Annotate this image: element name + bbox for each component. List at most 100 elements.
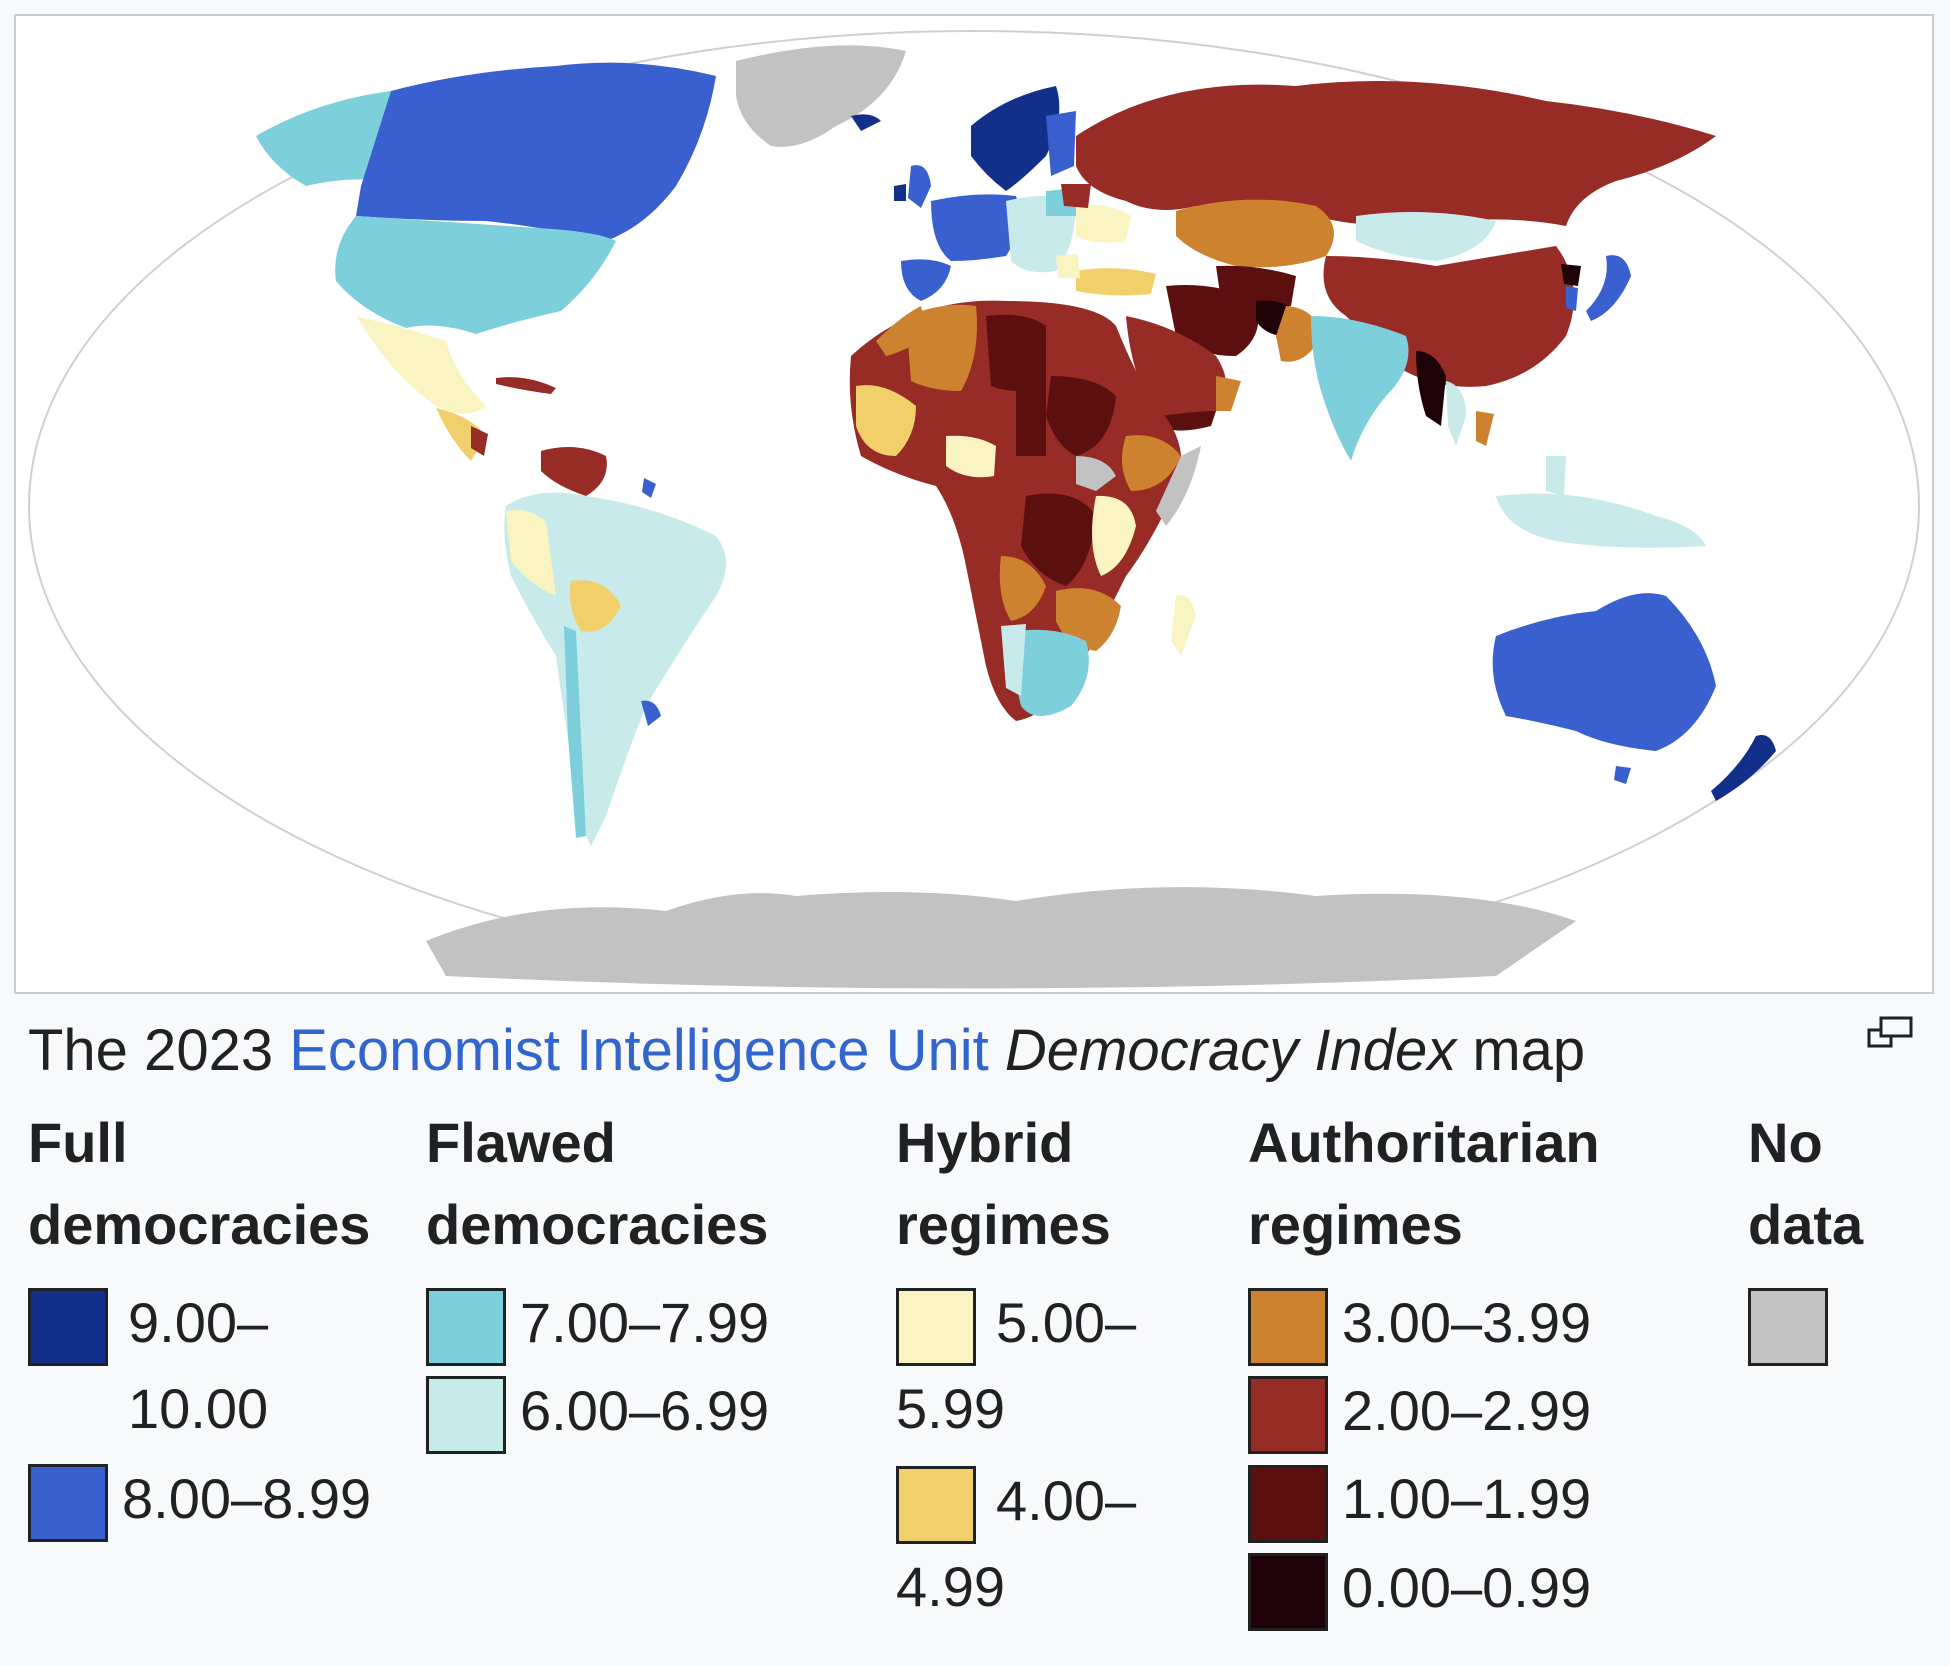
myanmar (1416, 351, 1446, 426)
swatch-auth-2-3 (1248, 1376, 1328, 1455)
legend-full-line2: democracies (28, 1193, 371, 1256)
norway-sweden (971, 86, 1060, 191)
legend-hybrid-line1: Hybrid (896, 1111, 1074, 1174)
namibia-botswana (1001, 624, 1026, 696)
philippines (1546, 456, 1566, 496)
peru (506, 509, 556, 596)
map-caption: The 2023 Economist Intelligence Unit Dem… (28, 1018, 1585, 1084)
legend-item-auth-3-4: 3.00–3.99 (1248, 1280, 1668, 1367)
bolivia (569, 580, 621, 632)
algeria (906, 304, 977, 391)
legend-item-full-9-10: 9.00–10.00 (28, 1280, 418, 1440)
legend-item-auth-0-1: 0.00–0.99 (1248, 1545, 1668, 1631)
finland (1046, 111, 1076, 176)
legend-nodata: No data (1748, 1102, 1908, 1367)
uk (908, 165, 931, 208)
legend-full-line1: Full (28, 1111, 128, 1174)
legend-hybrid-title: Hybrid regimes (896, 1102, 1226, 1266)
swatch-flawed-7-8 (426, 1288, 506, 1367)
legend-nodata-title: No data (1748, 1102, 1908, 1266)
legend-item-flawed-7-8: 7.00–7.99 (426, 1280, 826, 1367)
ethiopia (1122, 435, 1181, 491)
south-africa (1014, 629, 1089, 716)
swatch-nodata (1748, 1288, 1828, 1367)
canada (356, 62, 716, 241)
legend-item-flawed-6-7: 6.00–6.99 (426, 1368, 826, 1455)
indonesia (1496, 493, 1706, 548)
ireland (894, 184, 906, 201)
legend-label-flawed-6-7: 6.00–6.99 (520, 1379, 770, 1443)
legend-label-auth-3-4: 3.00–3.99 (1342, 1291, 1592, 1354)
legend-authoritarian: Authoritarian regimes 3.00–3.99 2.00–2.9… (1248, 1102, 1668, 1631)
southern-africa (1056, 588, 1121, 651)
congo (1021, 493, 1096, 586)
balkans (1056, 254, 1080, 278)
swatch-hybrid-4-5 (896, 1466, 976, 1545)
libya (986, 314, 1046, 391)
south-america (504, 492, 726, 846)
south-korea (1566, 286, 1578, 311)
antarctica (426, 887, 1576, 989)
legend-flawed-line1: Flawed (426, 1111, 616, 1174)
swatch-auth-1-2 (1248, 1464, 1328, 1543)
arabia (1126, 316, 1226, 420)
legend-nodata-line2: data (1748, 1193, 1864, 1256)
legend-label-hybrid-4-5: 4.00–4.99 (896, 1469, 1137, 1618)
mexico (356, 316, 486, 414)
north-korea (1561, 264, 1581, 286)
russia (1076, 81, 1716, 226)
egypt (1046, 324, 1106, 376)
legend-item-hybrid-4-5: 4.00–4.99 (896, 1458, 1226, 1634)
kazakhstan (1176, 199, 1334, 268)
legend-item-hybrid-5-6: 5.00–5.99 (896, 1280, 1226, 1456)
legend-flawed: Flawed democracies 7.00–7.99 6.00–6.99 (426, 1102, 826, 1455)
eiu-link[interactable]: Economist Intelligence Unit (289, 1018, 989, 1083)
turkey (1076, 268, 1156, 296)
legend-item-nodata (1748, 1280, 1908, 1367)
caption-italic: Democracy Index (1004, 1018, 1457, 1083)
caption-prefix: The 2023 (28, 1018, 274, 1083)
nicaragua (471, 426, 488, 456)
legend-label-full-9-10: 9.00–10.00 (128, 1291, 269, 1440)
legend-label-auth-0-1: 0.00–0.99 (1342, 1555, 1592, 1619)
usa (335, 216, 616, 334)
ukraine (1076, 204, 1131, 243)
legend-label-flawed-7-8: 7.00–7.99 (520, 1291, 770, 1354)
legend-authoritarian-line2: regimes (1248, 1193, 1463, 1256)
enlarge-icon[interactable] (1866, 1014, 1916, 1052)
uruguay (641, 700, 661, 726)
map-svg (28, 30, 1920, 989)
legend-flawed-title: Flawed democracies (426, 1102, 826, 1266)
chad (1016, 386, 1046, 456)
legend-flawed-line2: democracies (426, 1193, 769, 1256)
mongolia (1356, 212, 1496, 261)
tasmania (1614, 766, 1631, 784)
thailand (1446, 381, 1466, 446)
swatch-full-8-9 (28, 1464, 108, 1543)
somalia (1156, 446, 1201, 526)
swatch-auth-3-4 (1248, 1288, 1328, 1367)
caption-suffix: map (1472, 1018, 1586, 1083)
iceland (851, 114, 881, 131)
vietnam (1476, 411, 1494, 446)
legend-label-auth-2-3: 2.00–2.99 (1342, 1379, 1592, 1443)
swatch-flawed-6-7 (426, 1376, 506, 1455)
swatch-auth-0-1 (1248, 1552, 1328, 1631)
legend-item-auth-1-2: 1.00–1.99 (1248, 1456, 1668, 1543)
legend-label-hybrid-5-6: 5.00–5.99 (896, 1291, 1137, 1440)
legend-full-title: Full democracies (28, 1102, 418, 1266)
legend-authoritarian-title: Authoritarian regimes (1248, 1102, 1668, 1266)
south-sudan (1076, 456, 1116, 491)
guyana (642, 478, 656, 498)
legend-hybrid-line2: regimes (896, 1193, 1111, 1256)
cuba (496, 377, 556, 394)
legend-full: Full democracies 9.00–10.00 8.00–8.99 (28, 1102, 418, 1543)
iberia (901, 259, 951, 301)
legend-item-full-8-9: 8.00–8.99 (28, 1456, 418, 1543)
legend-nodata-line1: No (1748, 1111, 1823, 1174)
legend-hybrid: Hybrid regimes 5.00–5.99 4.00–4.99 (896, 1102, 1226, 1634)
world-map[interactable] (14, 14, 1934, 994)
legend-label-full-8-9: 8.00–8.99 (122, 1467, 372, 1531)
swatch-hybrid-5-6 (896, 1288, 976, 1367)
madagascar (1171, 595, 1196, 656)
